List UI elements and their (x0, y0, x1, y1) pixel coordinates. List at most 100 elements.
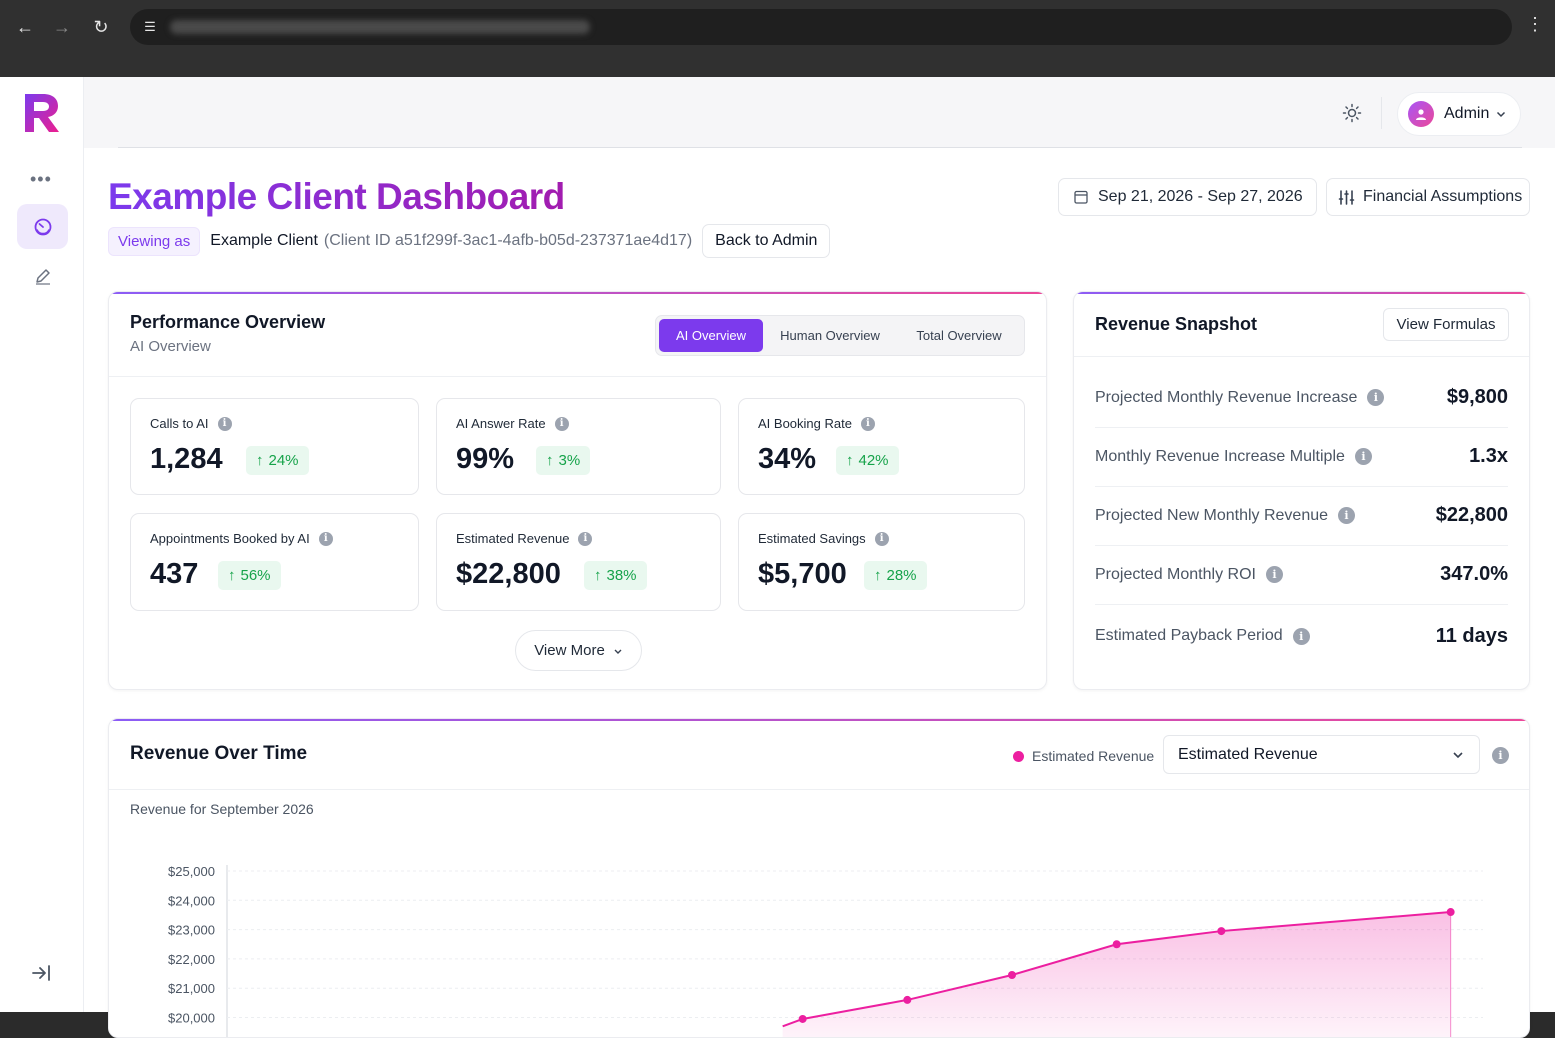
metric-delta-badge: ↑ 28% (864, 561, 927, 590)
data-point[interactable] (798, 1014, 807, 1023)
chart-legend: Estimated Revenue (1013, 748, 1154, 764)
metric-card-estimated-savings: Estimated Savings i $5,700 ↑ 28% (738, 513, 1025, 611)
arrow-up-icon: ↑ (846, 452, 854, 469)
address-bar[interactable]: ☰ (130, 9, 1512, 45)
topbar-divider (1381, 97, 1382, 129)
topbar: Admin (84, 77, 1555, 147)
forward-arrow-icon[interactable]: → (53, 17, 71, 37)
info-icon[interactable]: i (1367, 389, 1385, 406)
metric-card-appointments-booked: Appointments Booked by AI i 437 ↑ 56% (130, 513, 419, 611)
info-icon[interactable]: i (578, 531, 593, 546)
info-icon[interactable]: i (1492, 747, 1509, 764)
viewing-as-row: Viewing as Example Client (Client ID a51… (108, 224, 831, 258)
client-id: (Client ID a51f299f-3ac1-4afb-b05d-23737… (323, 232, 693, 249)
theme-toggle-sun-icon[interactable] (1342, 103, 1362, 123)
snapshot-label: Estimated Payback Period (1095, 627, 1283, 644)
info-icon[interactable]: i (217, 416, 232, 431)
sidebar-item-dashboard[interactable] (17, 204, 68, 249)
reload-icon[interactable]: ↻ (93, 17, 109, 37)
app: ••• (0, 77, 1555, 1038)
gauge-icon (34, 218, 51, 235)
more-icon[interactable]: ••• (30, 169, 52, 189)
metric-label: AI Answer Rate (456, 416, 546, 431)
info-icon[interactable]: i (1354, 448, 1372, 465)
data-point[interactable] (903, 995, 912, 1004)
chevron-down-icon (1453, 751, 1463, 758)
metric-delta-badge: ↑ 42% (836, 446, 899, 475)
tab-total-overview[interactable]: Total Overview (916, 328, 1002, 343)
snapshot-label: Projected Monthly Revenue Increase (1095, 388, 1358, 406)
revenue-snapshot-card: Revenue Snapshot View Formulas Projected… (1073, 291, 1530, 690)
view-formulas-button[interactable]: View Formulas (1383, 308, 1509, 341)
metric-label: Estimated Revenue (456, 531, 570, 546)
user-menu-button[interactable]: Admin (1397, 92, 1521, 136)
url-text (170, 20, 590, 34)
snapshot-row: Projected Monthly ROI i 347.0% (1095, 545, 1508, 605)
metric-label: Calls to AI (150, 416, 209, 431)
metric-value: 34% (758, 443, 817, 475)
client-name: Example Client (210, 232, 318, 249)
chart-title: Revenue for September 2026 (130, 801, 314, 817)
legend-label: Estimated Revenue (1032, 748, 1155, 764)
data-point[interactable] (1008, 971, 1016, 980)
data-point[interactable] (1112, 940, 1121, 949)
data-point[interactable] (1446, 908, 1455, 917)
snapshot-label: Projected Monthly ROI (1095, 565, 1256, 583)
metric-card-ai-answer-rate: AI Answer Rate i 99% ↑ 3% (436, 398, 721, 495)
snapshot-value: 347.0% (1440, 563, 1508, 585)
site-settings-icon[interactable]: ☰ (144, 19, 156, 34)
metric-card-estimated-revenue: Estimated Revenue i $22,800 ↑ 38% (436, 513, 721, 611)
info-icon[interactable]: i (1265, 566, 1283, 583)
sidebar: ••• (0, 77, 84, 1012)
arrow-up-icon: ↑ (874, 567, 882, 584)
browser-chrome: ← → ↻ ☰ ⋮ (0, 0, 1555, 77)
metric-delta-badge: ↑ 38% (584, 561, 647, 590)
revenue-over-time-card: Revenue Over Time Estimated Revenue Esti… (108, 718, 1530, 1038)
user-icon (1416, 109, 1426, 120)
y-tick-label: $25,000 (168, 864, 215, 879)
info-icon[interactable]: i (318, 531, 333, 546)
brand-logo[interactable] (22, 92, 62, 134)
view-more-button[interactable]: View More (515, 630, 642, 671)
snapshot-label: Monthly Revenue Increase Multiple (1095, 447, 1345, 465)
metric-value: $5,700 (758, 558, 847, 590)
tab-human-overview[interactable]: Human Overview (780, 328, 880, 343)
snapshot-value: 1.3x (1469, 445, 1508, 467)
info-icon[interactable]: i (1292, 627, 1310, 645)
chevron-down-icon (1497, 111, 1506, 118)
snapshot-value: $22,800 (1435, 504, 1508, 526)
info-icon[interactable]: i (554, 416, 569, 431)
viewing-as-badge: Viewing as (108, 226, 201, 256)
info-icon[interactable]: i (874, 531, 889, 546)
financial-assumptions-label: Financial Assumptions (1363, 188, 1523, 205)
performance-overview-card: Performance Overview AI Overview AI Over… (108, 291, 1047, 690)
pencil-icon (35, 268, 50, 285)
snapshot-row: Projected Monthly Revenue Increase i $9,8… (1095, 368, 1508, 428)
data-point[interactable] (1217, 927, 1226, 936)
metric-delta-badge: ↑ 24% (246, 446, 309, 475)
info-icon[interactable]: i (860, 416, 875, 431)
collapse-sidebar-icon[interactable] (30, 962, 54, 984)
snapshot-label: Projected New Monthly Revenue (1095, 506, 1329, 524)
tab-ai-overview[interactable]: AI Overview (659, 319, 763, 352)
financial-assumptions-button[interactable]: Financial Assumptions (1326, 178, 1530, 216)
series-area (782, 912, 1451, 1037)
metric-select-value: Estimated Revenue (1178, 745, 1318, 763)
y-tick-label: $23,000 (168, 923, 215, 938)
browser-menu-icon[interactable]: ⋮ (1526, 14, 1544, 34)
sidebar-item-edit[interactable] (17, 253, 68, 298)
calendar-icon (1074, 190, 1088, 204)
y-tick-label: $20,000 (168, 1011, 215, 1026)
sliders-icon (1338, 189, 1355, 205)
date-range-picker[interactable]: Sep 21, 2026 - Sep 27, 2026 (1058, 178, 1317, 216)
back-arrow-icon[interactable]: ← (16, 17, 34, 37)
metric-label: AI Booking Rate (758, 416, 852, 431)
snapshot-row: Monthly Revenue Increase Multiple i 1.3x (1095, 427, 1508, 487)
performance-subtitle: AI Overview (130, 338, 211, 355)
arrow-up-icon: ↑ (546, 452, 554, 469)
chevron-down-icon (614, 649, 622, 654)
info-icon[interactable]: i (1338, 507, 1356, 524)
back-to-admin-button[interactable]: Back to Admin (702, 224, 831, 258)
metric-select[interactable]: Estimated Revenue (1163, 735, 1480, 774)
main-content: Example Client Dashboard Viewing as Exam… (84, 148, 1555, 1038)
